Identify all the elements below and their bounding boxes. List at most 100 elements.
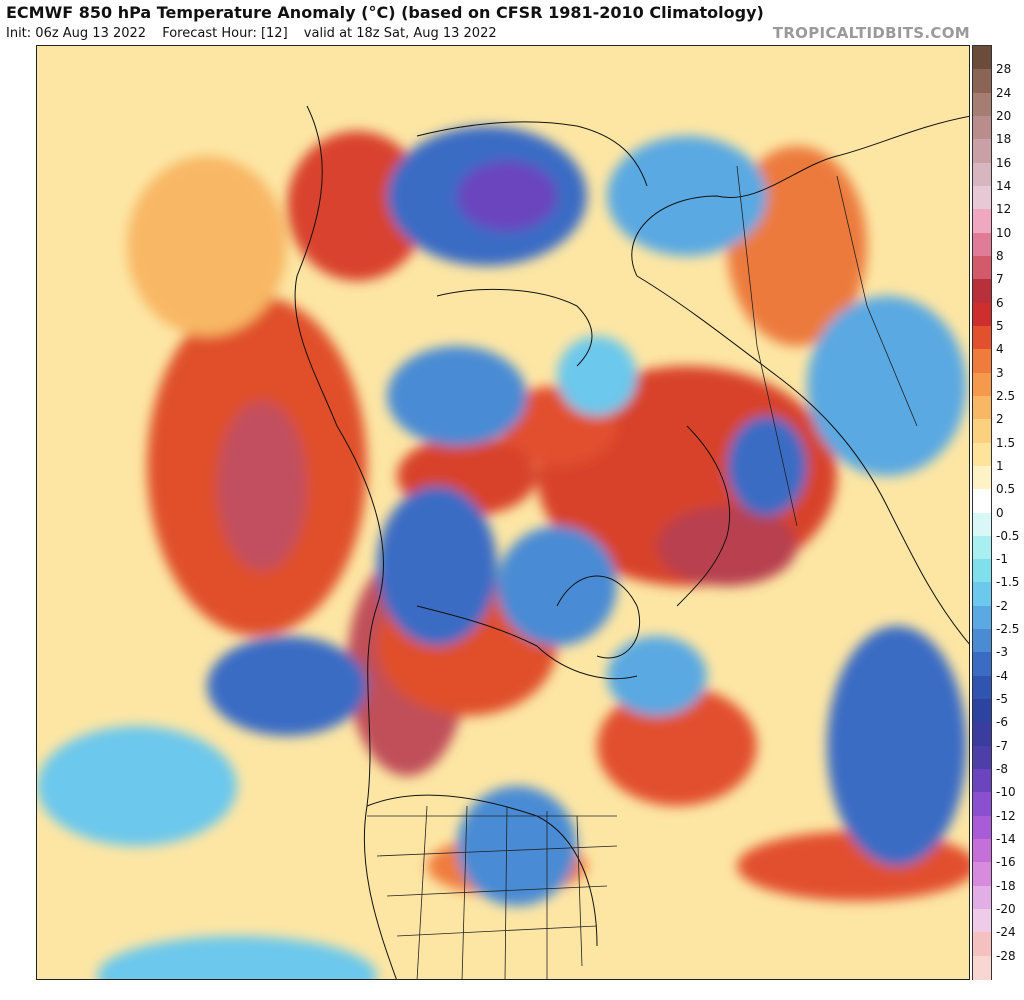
cool-anomaly-region xyxy=(387,346,527,446)
colorbar-swatch xyxy=(973,349,991,374)
anomaly-map xyxy=(36,45,970,980)
colorbar-swatch xyxy=(973,722,991,747)
colorbar-swatch xyxy=(973,395,991,420)
colorbar-tick-label: -10 xyxy=(996,785,1016,800)
colorbar-swatch xyxy=(973,582,991,607)
colorbar-tick-label: 14 xyxy=(996,178,1012,193)
cool-anomaly-region xyxy=(37,726,237,846)
colorbar-tick-label: -8 xyxy=(996,762,1008,777)
cool-anomaly-region xyxy=(807,296,967,476)
colorbar-swatch xyxy=(973,629,991,654)
cool-anomaly-region xyxy=(827,626,967,866)
colorbar xyxy=(972,45,992,980)
colorbar-swatch xyxy=(973,932,991,957)
cool-anomaly-region xyxy=(557,336,637,416)
colorbar-swatch xyxy=(973,512,991,537)
colorbar-swatch xyxy=(973,605,991,630)
colorbar-swatch xyxy=(973,302,991,327)
colorbar-tick-label: 1.5 xyxy=(996,435,1016,450)
colorbar-swatch xyxy=(973,372,991,397)
colorbar-swatch xyxy=(973,675,991,700)
colorbar-tick-label: -1.5 xyxy=(996,575,1020,590)
colorbar-tick-label: -6 xyxy=(996,715,1008,730)
colorbar-tick-label: -24 xyxy=(996,925,1016,940)
colorbar-tick-label: -0.5 xyxy=(996,528,1020,543)
cool-anomaly-region xyxy=(727,416,807,516)
warm-anomaly-region xyxy=(217,401,307,571)
colorbar-swatch xyxy=(973,232,991,257)
colorbar-tick-label: -2 xyxy=(996,598,1008,613)
colorbar-tick-label: -20 xyxy=(996,902,1016,917)
colorbar-swatch xyxy=(973,652,991,677)
colorbar-tick-label: 12 xyxy=(996,202,1012,217)
colorbar-tick-label: 0 xyxy=(996,505,1004,520)
colorbar-swatch xyxy=(973,46,991,70)
colorbar-swatch xyxy=(973,115,991,140)
colorbar-swatch xyxy=(973,279,991,304)
colorbar-tick-label: -28 xyxy=(996,948,1016,963)
colorbar-tick-label: 2 xyxy=(996,412,1004,427)
colorbar-swatch xyxy=(973,535,991,560)
colorbar-tick-label: -3 xyxy=(996,645,1008,660)
colorbar-tick-label: 1 xyxy=(996,458,1004,473)
colorbar-tick-label: 0.5 xyxy=(996,482,1016,497)
colorbar-tick-label: -5 xyxy=(996,692,1008,707)
colorbar-tick-label: 6 xyxy=(996,295,1004,310)
cool-anomaly-region xyxy=(607,136,767,256)
colorbar-tick-label: -4 xyxy=(996,668,1008,683)
map-title: ECMWF 850 hPa Temperature Anomaly (°C) (… xyxy=(6,3,764,22)
colorbar-swatch xyxy=(973,955,991,980)
colorbar-swatch xyxy=(973,792,991,817)
colorbar-swatch xyxy=(973,419,991,444)
colorbar-tick-label: -12 xyxy=(996,808,1016,823)
cool-anomaly-region xyxy=(457,161,557,231)
colorbar-swatch xyxy=(973,815,991,840)
colorbar-swatch xyxy=(973,839,991,863)
colorbar-swatch xyxy=(973,559,991,584)
colorbar-swatch xyxy=(973,325,991,350)
colorbar-tick-label: -7 xyxy=(996,738,1008,753)
political-borders xyxy=(367,165,918,979)
colorbar-tick-label: 28 xyxy=(996,62,1012,77)
colorbar-tick-label: -18 xyxy=(996,878,1016,893)
colorbar-swatch xyxy=(973,185,991,210)
warm-anomaly-region xyxy=(127,156,287,336)
colorbar-tick-label: -1 xyxy=(996,552,1008,567)
site-credit: TROPICALTIDBITS.COM xyxy=(772,24,970,42)
colorbar-swatch xyxy=(973,92,991,117)
cool-anomaly-region xyxy=(97,936,377,979)
colorbar-swatch xyxy=(973,255,991,280)
colorbar-tick-label: 3 xyxy=(996,365,1004,380)
warm-anomaly-region xyxy=(657,506,797,586)
colorbar-swatch xyxy=(973,162,991,187)
colorbar-swatch xyxy=(973,862,991,887)
valid-time: valid at 18z Sat, Aug 13 2022 xyxy=(303,26,497,41)
colorbar-tick-label: 5 xyxy=(996,318,1004,333)
colorbar-swatch xyxy=(973,465,991,490)
colorbar-swatch xyxy=(973,442,991,467)
colorbar-tick-label: 24 xyxy=(996,85,1012,100)
warm-anomaly-region xyxy=(597,686,757,806)
colorbar-tick-label: 20 xyxy=(996,108,1012,123)
colorbar-swatch xyxy=(973,769,991,793)
colorbar-tick-label: 16 xyxy=(996,155,1012,170)
colorbar-tick-label: -16 xyxy=(996,855,1016,870)
colorbar-tick-label: 8 xyxy=(996,248,1004,263)
cool-anomaly-region xyxy=(497,526,617,646)
init-time: Init: 06z Aug 13 2022 xyxy=(6,26,147,41)
anomaly-map-canvas xyxy=(37,46,969,979)
colorbar-swatch xyxy=(973,885,991,910)
cool-anomaly-region xyxy=(607,636,707,716)
colorbar-swatch xyxy=(973,909,991,933)
colorbar-swatch xyxy=(973,139,991,164)
colorbar-swatch xyxy=(973,209,991,234)
colorbar-tick-label: 7 xyxy=(996,272,1004,287)
colorbar-swatch xyxy=(973,69,991,94)
colorbar-tick-label: -14 xyxy=(996,832,1016,847)
colorbar-tick-label: -2.5 xyxy=(996,622,1020,637)
colorbar-swatch xyxy=(973,745,991,770)
cool-anomaly-region xyxy=(207,636,367,736)
map-subtitle: Init: 06z Aug 13 2022 Forecast Hour: [12… xyxy=(6,26,509,41)
colorbar-tick-label: 10 xyxy=(996,225,1012,240)
colorbar-swatch xyxy=(973,699,991,724)
